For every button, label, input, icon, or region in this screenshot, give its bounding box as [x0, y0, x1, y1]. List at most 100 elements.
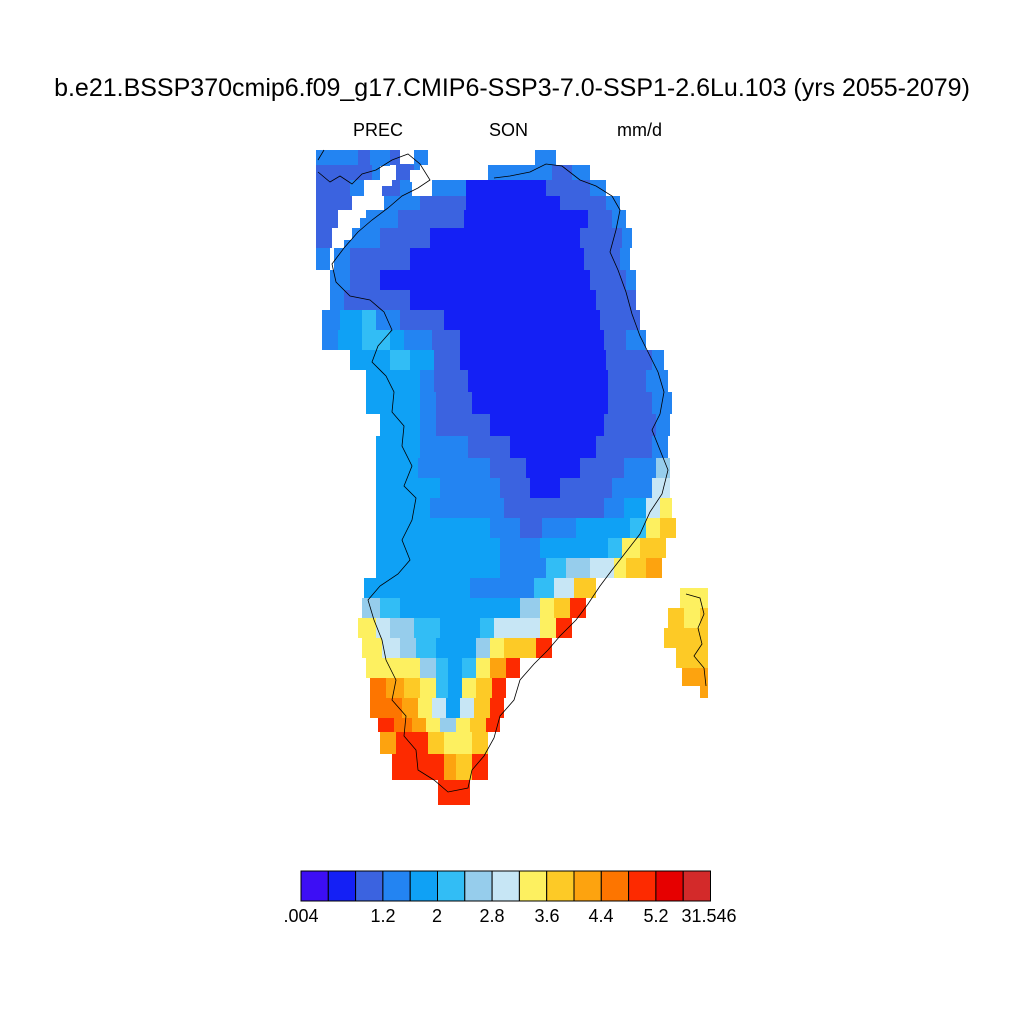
grid-cell [410, 350, 434, 370]
grid-cell [376, 518, 394, 538]
colorbar-box [491, 870, 520, 902]
grid-cell [316, 150, 358, 165]
grid-cell [378, 248, 410, 270]
grid-cell [584, 248, 596, 270]
grid-cell [414, 618, 440, 638]
grid-cell [520, 518, 542, 538]
grid-cell [626, 270, 636, 290]
grid-cell [696, 668, 708, 686]
colorbar-box [437, 870, 466, 902]
grid-cell [430, 558, 500, 578]
grid-cell [358, 618, 376, 638]
grid-cell [540, 538, 574, 558]
grid-cell [370, 150, 390, 165]
grid-cell [612, 478, 634, 498]
grid-cell [490, 518, 520, 538]
grid-cell [608, 538, 622, 558]
sea-gap [352, 196, 366, 218]
grid-cell [316, 248, 330, 270]
grid-cell [668, 608, 684, 628]
colorbar-box [464, 870, 493, 902]
colorbar-label: 4.4 [588, 906, 614, 926]
grid-cell [506, 658, 520, 678]
grid-cell [590, 180, 606, 196]
grid-cell [540, 598, 554, 618]
colorbar-box [655, 870, 684, 902]
grid-cell [436, 414, 490, 436]
grid-cell [436, 678, 448, 698]
grid-cell [394, 538, 440, 558]
sea-gap [400, 150, 414, 164]
grid-cell [400, 638, 416, 658]
grid-cell [448, 658, 462, 678]
grid-cell [390, 330, 404, 350]
colorbar-box [355, 870, 384, 902]
colorbar-label: 2 [431, 906, 443, 926]
grid-cell [480, 618, 494, 638]
grid-cell [606, 196, 620, 210]
grid-cell [366, 658, 380, 678]
grid-cell [420, 210, 464, 228]
grid-cell [386, 678, 404, 698]
grid-cell [316, 180, 350, 196]
grid-cell [436, 658, 448, 678]
colorbar-boxes [300, 870, 712, 902]
colorbar-label: 1.2 [370, 906, 396, 926]
coastline-path [685, 593, 707, 687]
grid-cell [434, 370, 468, 392]
grid-cell [430, 310, 444, 330]
grid-cell [420, 370, 434, 392]
grid-cell [380, 732, 396, 754]
grid-cell [420, 658, 436, 678]
grid-cell [400, 370, 420, 392]
grid-cell [690, 648, 708, 668]
sea-gap [380, 166, 392, 186]
grid-cell [604, 330, 626, 350]
grid-cell [420, 414, 436, 436]
grid-cell [410, 290, 596, 310]
grid-cell [384, 196, 400, 210]
grid-cell [576, 518, 614, 538]
grid-cell [370, 678, 386, 698]
colorbar-label: 31.546 [681, 906, 737, 926]
grid-cell [506, 618, 540, 638]
grid-cell [632, 414, 656, 436]
grid-cell [588, 210, 612, 228]
grid-cell [458, 732, 472, 754]
grid-cell [350, 248, 378, 270]
grid-cell [536, 638, 552, 658]
grid-cell [470, 578, 534, 598]
grid-cell [444, 754, 456, 780]
grid-cell [535, 150, 548, 165]
grid-cell [562, 180, 590, 196]
grid-cell [400, 598, 440, 618]
grid-cell [646, 518, 660, 538]
grid-cell [434, 350, 460, 370]
grid-cell [396, 414, 420, 436]
grid-cell [316, 210, 338, 228]
grid-cell [316, 196, 340, 210]
grid-cell [576, 196, 606, 210]
grid-cell [608, 370, 630, 392]
grid-cell [402, 698, 418, 718]
grid-cell [394, 498, 430, 518]
grid-cell [350, 270, 380, 290]
grid-cell [526, 458, 580, 478]
grid-cell [372, 350, 390, 370]
grid-cell [416, 638, 436, 658]
grid-cell [438, 780, 456, 805]
grid-cell [420, 392, 436, 414]
grid-cell [472, 754, 488, 780]
grid-cell [596, 436, 630, 458]
grid-cell [334, 248, 350, 270]
grid-cell [362, 330, 390, 350]
grid-cell [362, 598, 380, 618]
grid-cell [554, 598, 570, 618]
grid-cell [400, 180, 412, 196]
grid-cell [456, 754, 472, 780]
grid-cell [430, 228, 580, 248]
grid-cell [684, 608, 700, 628]
grid-cell [420, 436, 468, 458]
